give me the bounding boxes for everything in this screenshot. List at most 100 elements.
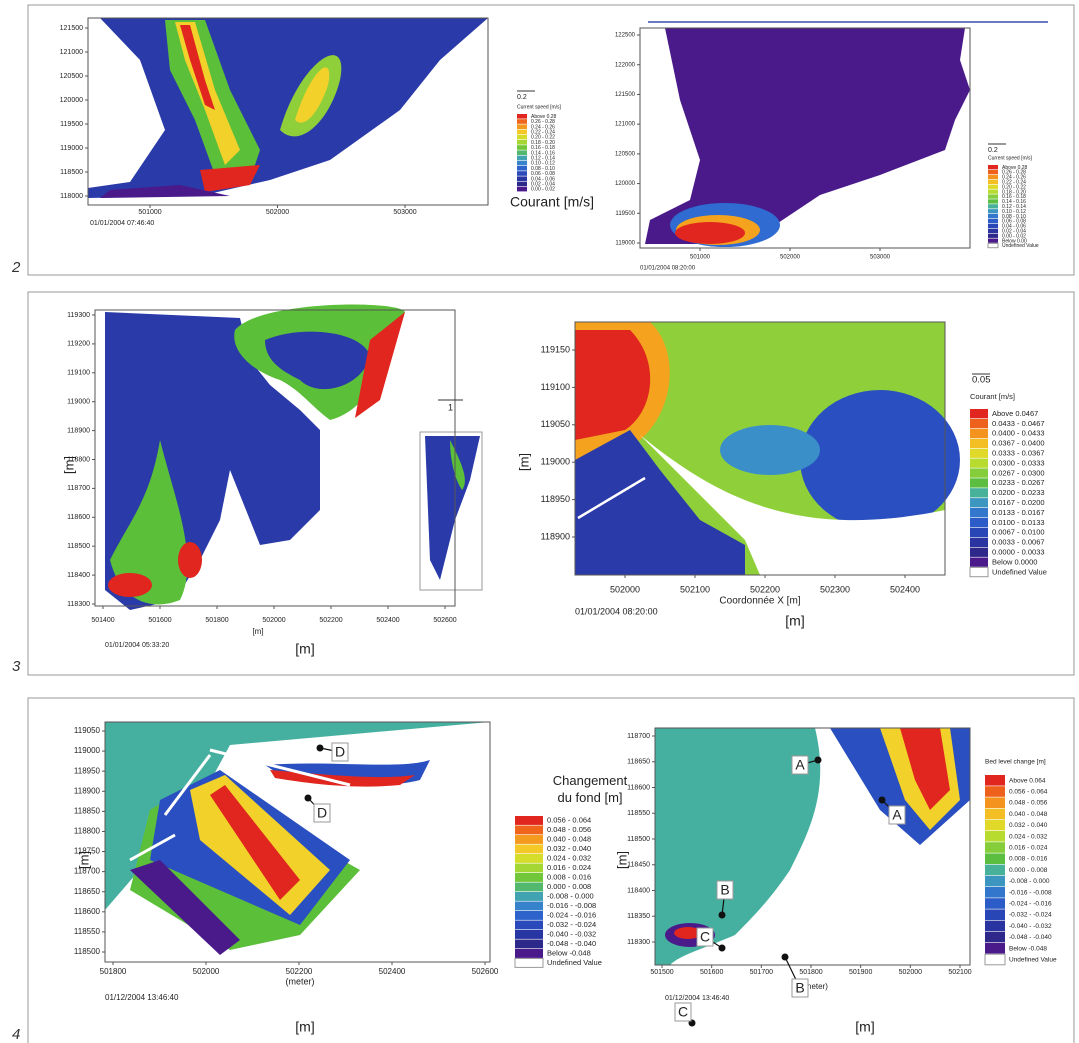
legend-swatch	[985, 842, 1005, 853]
vector-scale: 0.2	[988, 147, 998, 154]
legend-swatch	[988, 185, 998, 189]
y-tick-label: 121000	[60, 49, 83, 56]
y-tick-label: 118900	[541, 531, 570, 541]
legend-swatch	[970, 459, 988, 468]
legend-swatch	[970, 567, 988, 576]
legend-swatch	[517, 176, 527, 181]
y-tick-label: 118500	[74, 947, 101, 956]
legend-swatch	[988, 180, 998, 184]
legend-swatch	[517, 119, 527, 124]
legend-swatch	[985, 921, 1005, 932]
x-axis-label: [m]	[252, 627, 263, 636]
legend-swatch	[515, 883, 543, 892]
y-tick-label: 119000	[541, 457, 570, 467]
legend-entry: 0.008 - 0.016	[547, 873, 591, 882]
legend-entry: 0.0433 - 0.0467	[992, 419, 1045, 428]
y-tick-label: 119300	[67, 312, 90, 319]
x-axis-label: (meter)	[286, 976, 315, 986]
callout-dot	[719, 945, 726, 952]
legend-entry: 0.008 - 0.016	[1009, 856, 1048, 863]
legend-swatch	[515, 854, 543, 863]
legend-swatch	[970, 449, 988, 458]
legend-entry: 0.032 - 0.040	[547, 844, 591, 853]
legend-entry: -0.048 - -0.040	[1009, 934, 1052, 941]
caption: [m]	[785, 613, 804, 629]
y-tick-label: 118450	[627, 862, 650, 869]
callout-label: A	[795, 757, 805, 773]
legend-swatch	[988, 199, 998, 203]
y-tick-label: 118500	[60, 169, 83, 176]
legend-swatch	[515, 949, 543, 958]
legend-swatch	[988, 243, 998, 247]
y-tick-label: 118550	[627, 810, 650, 817]
legend-swatch	[515, 921, 543, 930]
legend-entry: 0.016 - 0.024	[547, 863, 591, 872]
legend-entry: Below -0.048	[547, 949, 591, 958]
legend-swatch	[515, 873, 543, 882]
legend-swatch	[988, 170, 998, 174]
y-tick-label: 119150	[541, 344, 570, 354]
legend-swatch	[985, 887, 1005, 898]
legend-swatch	[515, 930, 543, 939]
legend-swatch	[515, 816, 543, 825]
legend-swatch	[517, 182, 527, 187]
legend-swatch	[988, 204, 998, 208]
legend-entry: -0.024 - -0.016	[1009, 901, 1052, 908]
legend-swatch	[515, 845, 543, 854]
legend-entry: 0.0133 - 0.0167	[992, 508, 1045, 517]
callout-label: B	[795, 980, 804, 996]
y-tick-label: 118650	[627, 759, 650, 766]
x-tick-label: 501800	[205, 617, 228, 624]
y-tick-label: 119500	[60, 121, 83, 128]
legend-swatch	[517, 156, 527, 161]
x-tick-label: 501000	[138, 209, 161, 216]
legend-entry: Undefined Value	[547, 958, 602, 967]
legend-swatch	[517, 187, 527, 192]
x-tick-label: 501400	[91, 617, 114, 624]
legend-swatch	[988, 224, 998, 228]
y-tick-label: 118300	[67, 601, 90, 608]
panel-number: 2	[11, 259, 21, 276]
legend-entry: Undefined Value	[992, 567, 1047, 576]
legend-entry: 0.048 - 0.056	[547, 825, 591, 834]
y-tick-label: 118500	[67, 543, 90, 550]
x-tick-label: 502600	[433, 617, 456, 624]
y-tick-label: 119100	[541, 382, 570, 392]
y-tick-label: 119050	[541, 419, 570, 429]
callout-label: B	[720, 882, 729, 898]
legend-swatch	[985, 786, 1005, 797]
y-tick-label: 118700	[627, 733, 650, 740]
x-tick-label: 501600	[148, 617, 171, 624]
legend-entry: 0.040 - 0.048	[1009, 811, 1048, 818]
legend-entry: 0.000 - 0.008	[547, 882, 591, 891]
x-tick-label: 502000	[610, 584, 640, 594]
legend-swatch	[985, 876, 1005, 887]
legend-swatch	[970, 538, 988, 547]
legend-swatch	[970, 498, 988, 507]
y-tick-label: 118000	[60, 193, 83, 200]
y-tick-label: 121500	[60, 25, 83, 32]
legend-entry: 0.0033 - 0.0067	[992, 538, 1045, 547]
x-tick-label: 503000	[870, 255, 891, 261]
caption: [m]	[295, 641, 314, 657]
y-axis-label: [m]	[516, 453, 531, 471]
contour-map	[88, 18, 488, 198]
legend-entry: -0.016 - -0.008	[1009, 889, 1052, 896]
legend-entry: 0.0067 - 0.0100	[992, 528, 1045, 537]
legend-entry: Above 0.064	[1009, 777, 1046, 784]
figure: 2341215001210001205001200001195001190001…	[0, 0, 1079, 1043]
legend-swatch	[988, 219, 998, 223]
y-tick-label: 118950	[541, 494, 570, 504]
legend-entry: -0.008 - 0.000	[1009, 878, 1050, 885]
legend-swatch	[970, 488, 988, 497]
legend-swatch	[970, 528, 988, 537]
y-tick-label: 118350	[627, 913, 650, 920]
x-tick-label: 502000	[193, 967, 220, 976]
legend-entry: 0.0100 - 0.0133	[992, 518, 1045, 527]
timestamp: 01/01/2004 08:20:00	[575, 606, 658, 616]
figure-page: 2341215001210001205001200001195001190001…	[0, 0, 1079, 1043]
legend-entry: Below -0.048	[1009, 945, 1047, 952]
timestamp: 01/01/2004 05:33:20	[105, 642, 169, 649]
legend-swatch	[515, 902, 543, 911]
y-tick-label: 120000	[615, 181, 636, 187]
